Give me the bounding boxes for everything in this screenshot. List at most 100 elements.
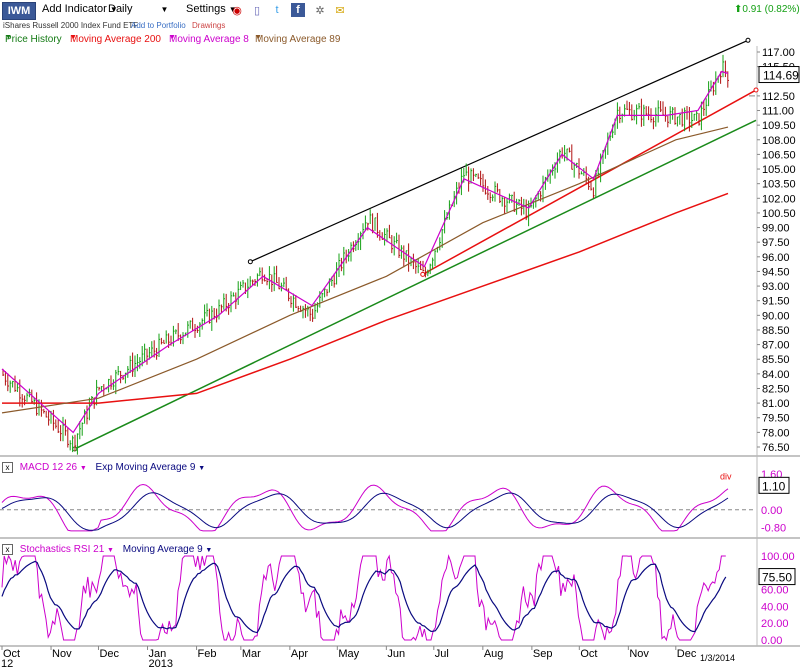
y-tick-label: 97.50 <box>762 237 790 249</box>
last-price-label: 114.69 <box>763 69 799 83</box>
add-indicator-button[interactable]: Add Indicator ▼ <box>42 3 118 15</box>
stoch-tick-label: 0.00 <box>761 635 782 647</box>
y-tick-label: 88.50 <box>762 325 790 337</box>
y-tick-label: 79.50 <box>762 413 790 425</box>
x-tick-label: Jun <box>387 648 405 660</box>
macd-tick-label: -0.80 <box>761 523 786 535</box>
y-tick-label: 103.50 <box>762 179 796 191</box>
chevron-down-icon: ▼ <box>70 34 77 41</box>
x-tick-label: Nov <box>52 648 72 660</box>
chevron-down-icon: ▼ <box>169 34 176 41</box>
x-tick-label: Aug <box>484 648 504 660</box>
y-tick-label: 100.50 <box>762 208 796 220</box>
close-icon[interactable]: x <box>2 544 13 555</box>
y-tick-label: 109.50 <box>762 120 796 132</box>
stoch-ma-line <box>1 560 727 634</box>
y-tick-label: 78.00 <box>762 427 790 439</box>
ma89-line <box>1 126 729 414</box>
macd-title[interactable]: MACD 12 26 ▼ <box>19 462 87 473</box>
trend-handle <box>72 446 78 452</box>
y-tick-label: 106.50 <box>762 149 796 161</box>
document-icon[interactable]: ▯ <box>253 4 261 17</box>
x-tick-label: May <box>338 648 359 660</box>
y-tick-label: 93.00 <box>762 281 790 293</box>
subheader: iShares Russell 2000 Index Fund ETF Add … <box>0 20 800 32</box>
y-tick-label: 91.50 <box>762 296 790 308</box>
x-tick-label: Apr <box>291 648 308 660</box>
x-year-label: 12 <box>1 658 13 669</box>
chevron-down-icon: ▼ <box>5 34 12 41</box>
last-price-box <box>758 66 800 84</box>
y-tick-label: 102.00 <box>762 193 796 205</box>
note-icon[interactable]: ✉ <box>335 4 345 17</box>
stoch-signal-title[interactable]: Moving Average 9 ▼ <box>122 544 213 555</box>
x-year-label: 2013 <box>149 658 173 669</box>
x-tick-label: Jul <box>435 648 449 660</box>
stoch-tick-label: 60.00 <box>761 585 789 597</box>
trend-handle <box>420 271 426 277</box>
x-tick-label: Nov <box>629 648 649 660</box>
x-tick-label: Jan <box>149 648 167 660</box>
ticker-symbol[interactable]: IWM <box>2 2 36 20</box>
stoch-tick-label: 40.00 <box>761 601 789 613</box>
chevron-down-icon: ▼ <box>160 5 169 14</box>
settings-button[interactable]: Settings ▼ <box>186 3 237 15</box>
price-legend: Price History ▼ Moving Average 200 ▼ Mov… <box>5 34 341 45</box>
macd-signal-title[interactable]: Exp Moving Average 9 ▼ <box>95 462 206 473</box>
macd-last-label: 1.10 <box>762 479 786 493</box>
stoch-last-box <box>758 568 796 586</box>
x-tick-label: Oct <box>3 648 20 660</box>
up-arrow-icon: ⬆ <box>734 4 743 15</box>
y-tick-label: 99.00 <box>762 223 790 235</box>
twitter-icon[interactable]: t <box>275 4 279 16</box>
price-change: ⬆0.91 (0.82%) <box>734 4 800 15</box>
y-tick-label: 87.00 <box>762 340 790 352</box>
y-tick-label: 81.00 <box>762 398 790 410</box>
gear-icon[interactable]: ✲ <box>315 4 325 17</box>
x-tick-label: Sep <box>533 648 553 660</box>
y-tick-label: 96.00 <box>762 252 790 264</box>
chevron-down-icon: ▼ <box>109 5 118 14</box>
chevron-down-icon: ▼ <box>255 34 262 41</box>
chevron-down-icon: ▼ <box>205 547 213 554</box>
stoch-title[interactable]: Stochastics RSI 21 ▼ <box>19 544 114 555</box>
y-tick-label: 84.00 <box>762 369 790 381</box>
x-tick-label: Dec <box>99 648 119 660</box>
y-tick-label: 94.50 <box>762 266 790 278</box>
history-icon[interactable]: ◉ <box>232 4 242 17</box>
ma200-line <box>2 192 729 404</box>
chevron-down-icon: ▼ <box>107 547 114 554</box>
trend-line-upper <box>250 39 749 263</box>
x-tick-label: Feb <box>198 648 217 660</box>
close-icon[interactable]: x <box>2 462 13 473</box>
y-tick-label: 108.00 <box>762 135 796 147</box>
macd-tick-label: 0.00 <box>761 505 782 517</box>
stoch-tick-label: 80.00 <box>761 568 789 580</box>
stoch-last-label: 75.50 <box>762 571 792 585</box>
x-tick-label: Dec <box>677 648 697 660</box>
drawings-link[interactable]: Drawings <box>192 21 226 30</box>
y-tick-label: 90.00 <box>762 310 790 322</box>
stoch-header: x Stochastics RSI 21 ▼ Moving Average 9 … <box>2 544 212 555</box>
trend-line-red <box>422 89 757 276</box>
y-tick-label: 76.50 <box>762 442 790 454</box>
y-tick-label: 117.00 <box>762 47 795 59</box>
trend-line-green <box>74 119 757 450</box>
trend-handle <box>247 259 253 265</box>
facebook-icon[interactable]: f <box>291 3 305 17</box>
add-to-portfolio-link[interactable]: Add to Portfolio <box>131 21 186 30</box>
x-tick-label: Mar <box>242 648 261 660</box>
macd-annotation: div <box>720 471 732 481</box>
macd-header: x MACD 12 26 ▼ Exp Moving Average 9 ▼ <box>2 462 205 473</box>
security-name: iShares Russell 2000 Index Fund ETF <box>3 21 139 30</box>
macd-tick-label: 1.60 <box>761 469 782 481</box>
chevron-down-icon: ▼ <box>228 5 237 14</box>
macd-signal-line <box>1 492 729 531</box>
trend-handle <box>753 87 759 93</box>
period-select[interactable]: Daily ▼ <box>108 3 169 15</box>
y-tick-label: 115.50 <box>762 62 795 74</box>
y-tick-label: 105.00 <box>762 164 796 176</box>
stoch-tick-label: 100.00 <box>761 551 795 563</box>
ma8-line <box>1 70 729 434</box>
